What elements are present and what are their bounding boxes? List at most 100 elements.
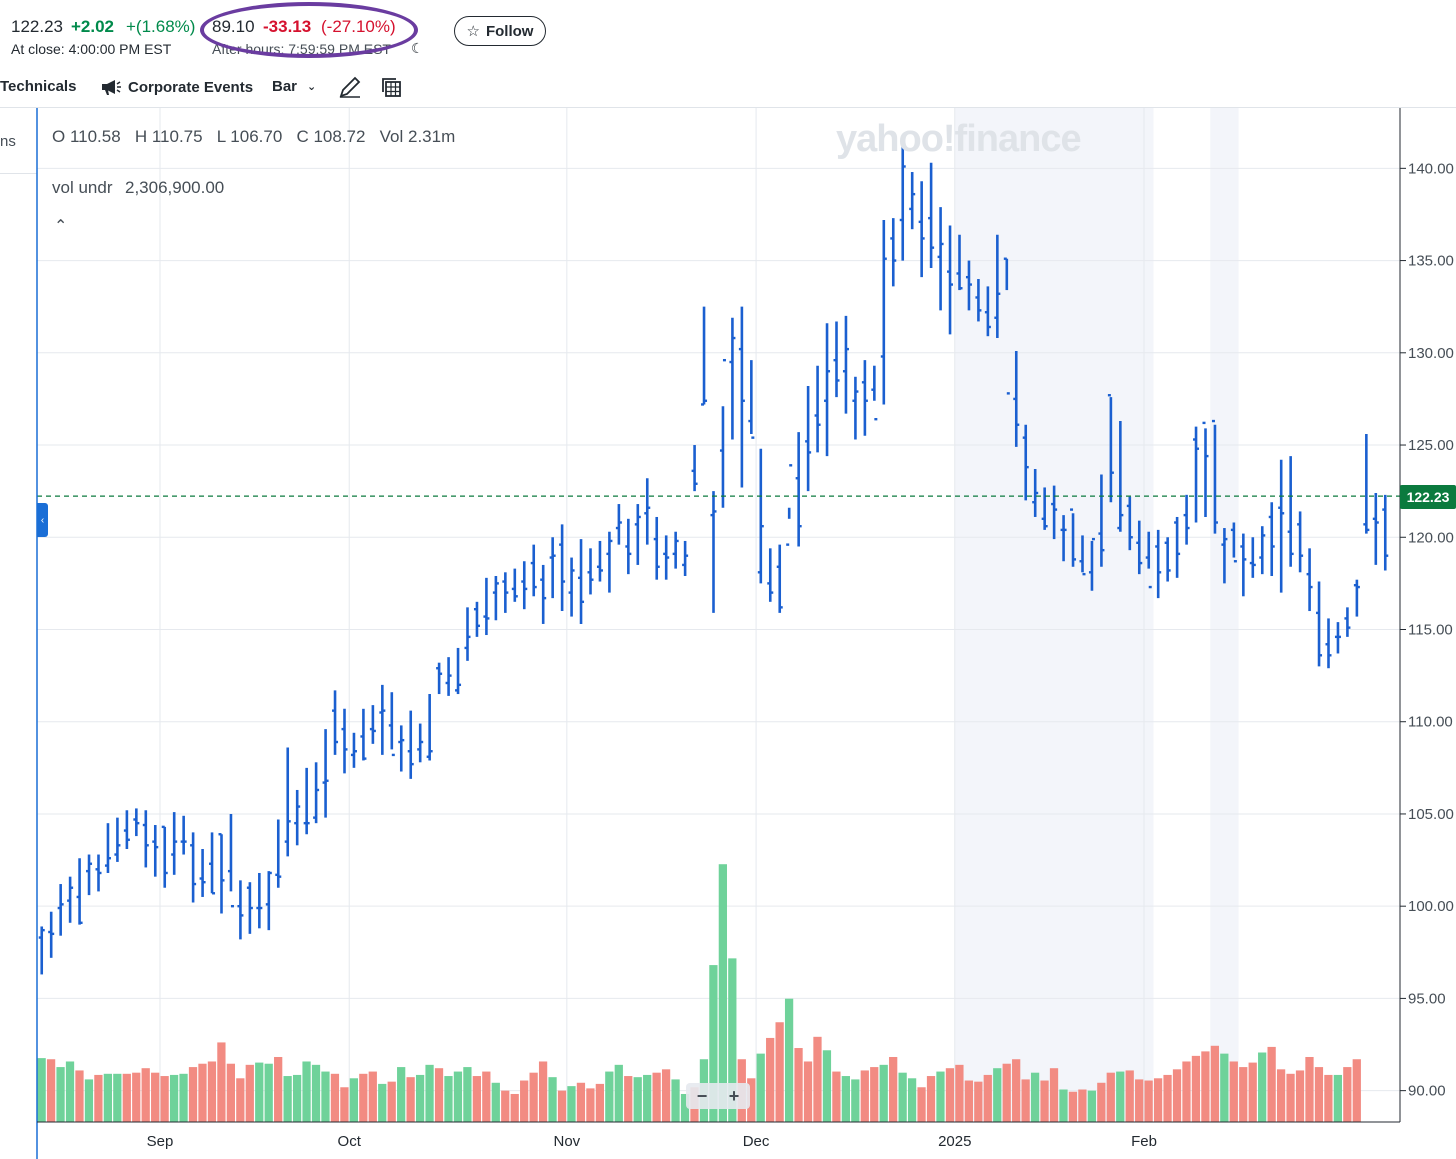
volume-bar bbox=[349, 1078, 358, 1122]
volume-bar bbox=[132, 1072, 141, 1122]
chevron-left-icon: ‹ bbox=[40, 514, 45, 526]
volume-bar bbox=[898, 1072, 907, 1122]
volume-bar bbox=[595, 1083, 604, 1122]
follow-label: Follow bbox=[485, 22, 534, 40]
volume-bar bbox=[1239, 1067, 1248, 1122]
volume-bar bbox=[557, 1090, 567, 1122]
volume-bar bbox=[1314, 1067, 1324, 1122]
volume-bar bbox=[1049, 1068, 1059, 1122]
volume-bar bbox=[860, 1070, 869, 1122]
volume-bar bbox=[1210, 1045, 1219, 1122]
volume-bar bbox=[482, 1071, 491, 1122]
volume-bar bbox=[113, 1073, 122, 1122]
volume-bar bbox=[207, 1061, 217, 1122]
volume-bar bbox=[321, 1071, 330, 1122]
collapse-panel-button[interactable]: ‹ bbox=[37, 503, 48, 537]
volume-bar bbox=[378, 1083, 387, 1122]
draw-tool-button[interactable] bbox=[338, 75, 362, 104]
volume-bar bbox=[236, 1078, 245, 1122]
volume-bar bbox=[728, 958, 737, 1122]
volume-bar bbox=[1324, 1074, 1333, 1122]
last-price: 122.23 bbox=[11, 17, 63, 36]
x-tick-label: Oct bbox=[338, 1133, 362, 1150]
y-tick-label: 90.00 bbox=[1408, 1083, 1446, 1100]
volume-bar bbox=[1078, 1089, 1087, 1122]
volume-bar bbox=[520, 1080, 529, 1122]
volume-bar bbox=[1097, 1082, 1106, 1122]
y-tick-label: 125.00 bbox=[1408, 437, 1454, 454]
volume-bar bbox=[1352, 1059, 1361, 1122]
volume-bar bbox=[491, 1082, 500, 1122]
volume-bar bbox=[274, 1056, 283, 1122]
volume-bar bbox=[387, 1081, 396, 1122]
ohlc-legend: O 110.58 H 110.75 L 106.70 C 108.72 Vol … bbox=[52, 127, 456, 146]
volume-bar bbox=[974, 1081, 983, 1122]
volume-bar bbox=[46, 1059, 56, 1122]
volume-bar bbox=[330, 1073, 340, 1122]
volume-bar bbox=[661, 1069, 671, 1122]
volume-bar bbox=[1276, 1069, 1286, 1122]
megaphone-icon bbox=[102, 80, 121, 95]
y-tick-label: 105.00 bbox=[1408, 806, 1454, 823]
volume-bar bbox=[217, 1042, 226, 1122]
volume-bar bbox=[368, 1071, 377, 1122]
volume-bar bbox=[94, 1074, 103, 1122]
volume-bar bbox=[680, 1093, 690, 1122]
volume-bar bbox=[548, 1077, 557, 1122]
volume-bar bbox=[122, 1073, 131, 1122]
volume-bar bbox=[245, 1064, 254, 1122]
corporate-events-label: Corporate Events bbox=[128, 78, 254, 96]
collapse-legend-icon[interactable]: ⌃ bbox=[54, 218, 68, 235]
volume-bar bbox=[1040, 1080, 1049, 1122]
volume-bar bbox=[1012, 1059, 1021, 1122]
technicals-button[interactable]: Technicals bbox=[0, 78, 76, 95]
highlight-circle bbox=[200, 2, 418, 58]
volume-bar bbox=[567, 1086, 576, 1122]
volume-bar bbox=[529, 1072, 538, 1122]
volume-bar bbox=[169, 1074, 179, 1122]
volume-bar bbox=[1267, 1046, 1276, 1122]
volume-bar bbox=[1021, 1079, 1030, 1122]
zoom-out-button[interactable]: − bbox=[696, 1085, 708, 1106]
zoom-in-button[interactable]: + bbox=[728, 1085, 740, 1106]
volume-bar bbox=[709, 965, 718, 1122]
chart-type-dropdown[interactable]: Bar ⌄ bbox=[272, 78, 316, 95]
volume-bar bbox=[718, 864, 727, 1122]
volume-bar bbox=[1068, 1091, 1078, 1122]
volume-bar bbox=[907, 1078, 917, 1122]
table-view-button[interactable] bbox=[380, 76, 402, 103]
volume-bar bbox=[425, 1064, 434, 1122]
follow-button[interactable]: ☆ Follow bbox=[454, 16, 546, 46]
volume-legend-value: 2,306,900.00 bbox=[125, 178, 225, 197]
volume-bar bbox=[889, 1056, 898, 1122]
volume-bar bbox=[851, 1079, 860, 1122]
volume-bar bbox=[633, 1077, 642, 1122]
volume-bar bbox=[434, 1068, 444, 1122]
volume-bar bbox=[415, 1074, 425, 1122]
volume-bar bbox=[945, 1068, 955, 1122]
volume-bar bbox=[813, 1036, 822, 1122]
price-change: +2.02 bbox=[71, 17, 115, 36]
volume-bar bbox=[1144, 1080, 1153, 1122]
y-tick-label: 135.00 bbox=[1408, 253, 1454, 270]
volume-bar bbox=[359, 1073, 368, 1122]
volume-bar bbox=[103, 1073, 112, 1122]
volume-bar bbox=[1295, 1070, 1305, 1122]
volume-bar bbox=[1333, 1074, 1342, 1122]
side-panel-divider bbox=[0, 173, 37, 174]
volume-bar bbox=[1229, 1061, 1238, 1122]
volume-bar bbox=[1087, 1090, 1096, 1122]
volume-bar bbox=[794, 1048, 803, 1122]
volume-bar bbox=[226, 1063, 235, 1122]
volume-bar bbox=[1125, 1070, 1134, 1122]
star-icon: ☆ bbox=[466, 23, 480, 40]
corporate-events-button[interactable]: Corporate Events bbox=[100, 78, 253, 96]
volume-bar bbox=[1201, 1051, 1210, 1122]
shaded-region bbox=[954, 108, 1154, 1122]
close-time-label: At close: 4:00:00 PM EST bbox=[11, 41, 172, 57]
y-tick-label: 115.00 bbox=[1408, 621, 1453, 638]
volume-bar bbox=[510, 1093, 519, 1122]
volume-bar bbox=[538, 1061, 548, 1122]
price-chart[interactable]: 140.00 135.00 130.00 125.00 120.00 115.00 110.… bbox=[0, 108, 1456, 1159]
y-tick-label: 110.00 bbox=[1408, 714, 1453, 731]
